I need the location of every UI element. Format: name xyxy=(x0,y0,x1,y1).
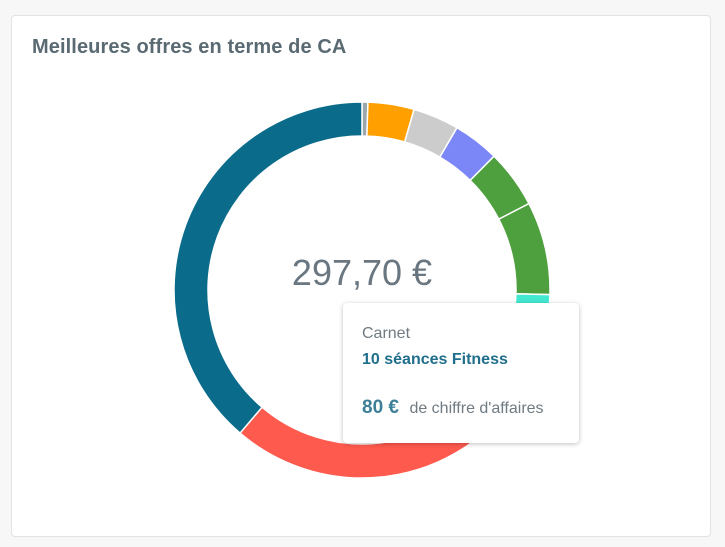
donut-center-total: 297,70 € xyxy=(291,252,433,293)
tooltip-offer-type: Carnet xyxy=(362,325,411,342)
tooltip-value: 80 € xyxy=(362,397,399,418)
tooltip-value-row: 80 € de chiffre d'affaires xyxy=(362,397,560,419)
tooltip-offer-name: 10 séances Fitness xyxy=(362,351,508,368)
chart-tooltip: Carnet 10 séances Fitness 80 € de chiffr… xyxy=(343,303,579,443)
tooltip-caption: de chiffre d'affaires xyxy=(409,400,544,417)
donut-slice-9[interactable] xyxy=(173,101,363,435)
card-title: Meilleures offres en terme de CA xyxy=(32,36,347,58)
chart-card: Meilleures offres en terme de CA 297,70 … xyxy=(11,15,711,537)
donut-slice-6[interactable] xyxy=(497,202,551,296)
